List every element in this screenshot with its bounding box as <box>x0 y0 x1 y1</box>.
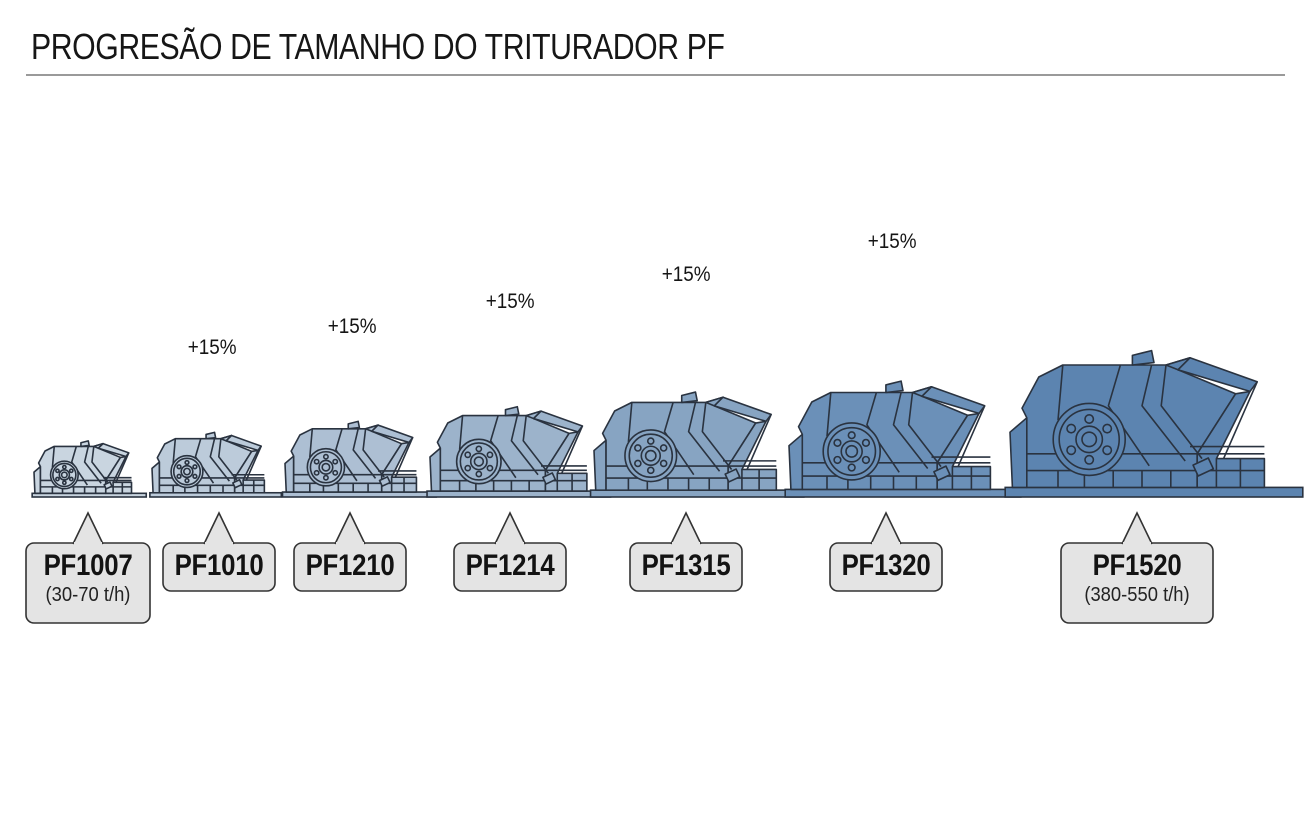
model-name: PF1214 <box>465 549 555 582</box>
model-label-pf1520: PF1520 (380-550 t/h) <box>1061 549 1213 607</box>
model-name: PF1210 <box>305 549 395 582</box>
size-increase-label: +15% <box>187 336 237 359</box>
callout-pointer <box>334 511 366 545</box>
model-label-pf1320: PF1320 <box>830 549 942 583</box>
model-label-pf1214: PF1214 <box>454 549 566 583</box>
callout-joint <box>205 542 233 546</box>
callout-joint <box>872 542 900 546</box>
size-increase-label: +15% <box>327 315 377 338</box>
callout-pointer <box>203 511 235 545</box>
callout-pointer <box>494 511 526 545</box>
model-label-pf1010: PF1010 <box>163 549 275 583</box>
model-name: PF1007 <box>43 549 133 582</box>
callout-joint <box>1123 542 1151 546</box>
model-label-pf1315: PF1315 <box>630 549 742 583</box>
callout-joint <box>496 542 524 546</box>
model-name: PF1520 <box>1092 549 1182 582</box>
callout-pointer <box>670 511 702 545</box>
size-increase-label: +15% <box>485 290 535 313</box>
model-name: PF1010 <box>174 549 264 582</box>
page-title: PROGRESÃO DE TAMANHO DO TRITURADOR PF <box>31 26 725 67</box>
callout-joint <box>336 542 364 546</box>
crusher-illustration-pf1214 <box>427 406 611 497</box>
model-label-pf1007: PF1007 (30-70 t/h) <box>26 549 150 607</box>
size-increase-label: +15% <box>661 263 711 286</box>
crusher-illustration-pf1315 <box>590 392 804 497</box>
callout-pointer <box>1121 511 1153 545</box>
crusher-illustration-pf1010 <box>149 432 282 497</box>
crusher-illustration-pf1520 <box>1005 350 1303 497</box>
capacity-label: (30-70 t/h) <box>45 584 131 606</box>
capacity-label: (380-550 t/h) <box>1084 584 1190 606</box>
callout-joint <box>672 542 700 546</box>
crusher-illustration-pf1007 <box>32 440 147 498</box>
crusher-illustration-pf1210 <box>282 421 437 497</box>
model-name: PF1315 <box>641 549 731 582</box>
crusher-illustration-pf1320 <box>785 381 1021 497</box>
callout-pointer <box>870 511 902 545</box>
callout-joint <box>74 542 102 546</box>
model-name: PF1320 <box>841 549 931 582</box>
title-divider <box>26 74 1285 76</box>
callout-pointer <box>72 511 104 545</box>
size-increase-label: +15% <box>867 230 917 253</box>
model-label-pf1210: PF1210 <box>294 549 406 583</box>
